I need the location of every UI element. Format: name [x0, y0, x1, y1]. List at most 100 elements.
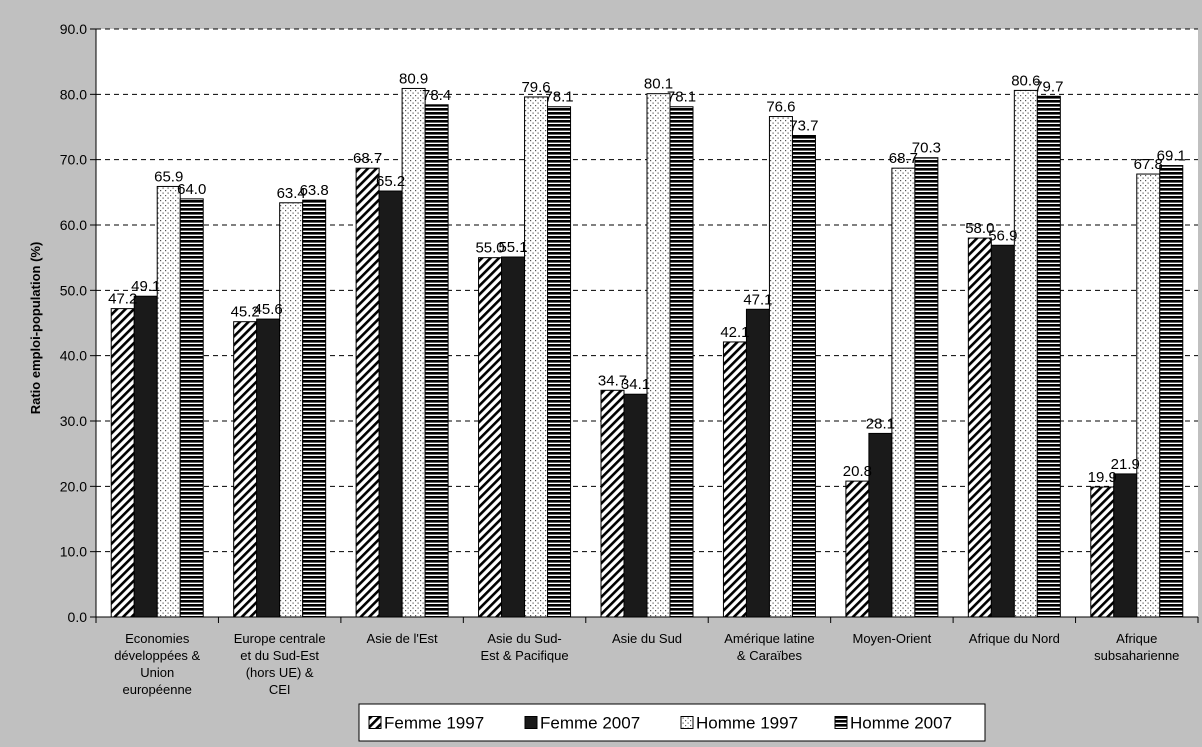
data-label: 63.8	[300, 182, 329, 199]
legend-entry: Femme 1997	[384, 714, 484, 733]
bar-femme-1997	[600, 389, 625, 618]
category-label: subsaharienne	[1094, 648, 1179, 663]
category-labels: Economies développées & Union européenne Eur…	[114, 631, 1179, 697]
data-label: 65.9	[154, 168, 183, 185]
data-label: 79.6	[521, 79, 550, 96]
category-label: Afrique du Nord	[969, 631, 1060, 646]
data-labels: 47.249.1 65.964.0 45.245.6 63.463.8 68.7 65.2…	[108, 70, 1186, 486]
bar-femme-1997	[233, 321, 258, 618]
category-label: Est & Pacifique	[480, 648, 568, 663]
category-label: Amérique latine	[724, 631, 814, 646]
bar-femme-1997	[110, 308, 135, 618]
y-tick-label: 90.0	[60, 21, 87, 37]
y-tick-label: 20.0	[60, 478, 87, 494]
bar-homme-2007	[669, 106, 694, 618]
data-label: 63.4	[277, 185, 306, 202]
bar-femme-2007	[501, 256, 526, 618]
legend-swatch	[834, 716, 848, 729]
category-label: (hors UE) &	[246, 665, 314, 680]
bar-homme-1997	[524, 96, 549, 618]
legend-entry: Homme 2007	[850, 714, 952, 733]
category-label: Moyen-Orient	[853, 631, 932, 646]
legend: Femme 1997 Femme 2007 Homme 1997 Homme 2007	[358, 703, 986, 742]
bar-homme-1997	[1013, 89, 1038, 618]
data-label: 68.7	[353, 150, 382, 167]
bar-homme-1997	[768, 116, 793, 618]
category-label: Asie du Sud	[612, 631, 682, 646]
bar-homme-2007	[302, 199, 327, 618]
bar-homme-1997	[646, 93, 671, 618]
data-label: 19.9	[1088, 469, 1117, 486]
bar-femme-2007	[623, 393, 648, 618]
data-label: 80.1	[644, 76, 673, 93]
bar-homme-1997	[1136, 173, 1161, 618]
category-label: Europe centrale	[234, 631, 326, 646]
bar-homme-2007	[1159, 165, 1184, 618]
data-label: 58.0	[965, 220, 994, 237]
data-label: 45.2	[231, 304, 260, 321]
data-label: 70.3	[912, 140, 941, 157]
data-label: 47.2	[108, 291, 137, 308]
legend-swatch	[680, 716, 694, 729]
category-label: Asie du Sud-	[487, 631, 561, 646]
data-label: 79.7	[1034, 78, 1063, 95]
bar-femme-1997	[355, 167, 380, 618]
data-label: 56.9	[988, 227, 1017, 244]
legend-swatch	[368, 716, 382, 729]
data-label: 55.0	[475, 240, 504, 257]
bar-femme-1997	[1090, 486, 1115, 618]
data-label: 21.9	[1111, 456, 1140, 473]
bar-homme-2007	[791, 134, 816, 618]
y-tick-label: 70.0	[60, 152, 87, 168]
category-label: et du Sud-Est	[240, 648, 319, 663]
bar-femme-2007	[1113, 473, 1138, 618]
bar-homme-1997	[156, 185, 181, 618]
y-tick-label: 30.0	[60, 413, 87, 429]
data-label: 34.1	[621, 376, 650, 393]
data-label: 34.7	[598, 372, 627, 389]
bar-homme-1997	[891, 167, 916, 618]
category-label: Union	[140, 665, 174, 680]
data-label: 49.1	[131, 278, 160, 295]
y-tick-label: 50.0	[60, 282, 87, 298]
bar-femme-2007	[990, 244, 1015, 618]
category-label: CEI	[269, 682, 291, 697]
bar-homme-2007	[179, 198, 204, 618]
data-label: 73.7	[789, 117, 818, 134]
data-label: 78.1	[544, 89, 573, 106]
category-label: Asie de l'Est	[367, 631, 439, 646]
bars-group	[110, 87, 1184, 618]
y-tick-label: 80.0	[60, 86, 87, 102]
category-label: développées &	[114, 648, 200, 663]
axes-group	[90, 28, 1199, 623]
y-tick-label: 40.0	[60, 348, 87, 364]
bar-femme-2007	[378, 190, 403, 618]
bar-femme-2007	[745, 308, 770, 618]
category-label: européenne	[123, 682, 192, 697]
bar-femme-1997	[967, 237, 992, 618]
data-label: 76.6	[766, 99, 795, 116]
data-label: 78.1	[667, 89, 696, 106]
y-tick-label: 0.0	[68, 609, 88, 625]
data-label: 78.4	[422, 87, 451, 104]
bar-femme-1997	[722, 341, 747, 618]
bar-femme-1997	[478, 257, 503, 618]
data-label: 65.2	[376, 173, 405, 190]
data-label: 69.1	[1157, 148, 1186, 165]
bar-femme-2007	[256, 318, 281, 618]
legend-entry: Homme 1997	[696, 714, 798, 733]
legend-swatch	[524, 716, 538, 729]
category-label: Economies	[125, 631, 190, 646]
data-label: 55.1	[498, 239, 527, 256]
data-label: 80.6	[1011, 72, 1040, 89]
y-tick-label: 60.0	[60, 217, 87, 233]
bar-femme-1997	[845, 480, 870, 618]
data-label: 45.6	[254, 301, 283, 318]
bar-homme-2007	[424, 104, 449, 618]
data-label: 67.8	[1134, 156, 1163, 173]
bar-homme-2007	[547, 106, 572, 618]
bar-femme-2007	[868, 432, 893, 618]
bar-homme-2007	[1036, 95, 1061, 618]
